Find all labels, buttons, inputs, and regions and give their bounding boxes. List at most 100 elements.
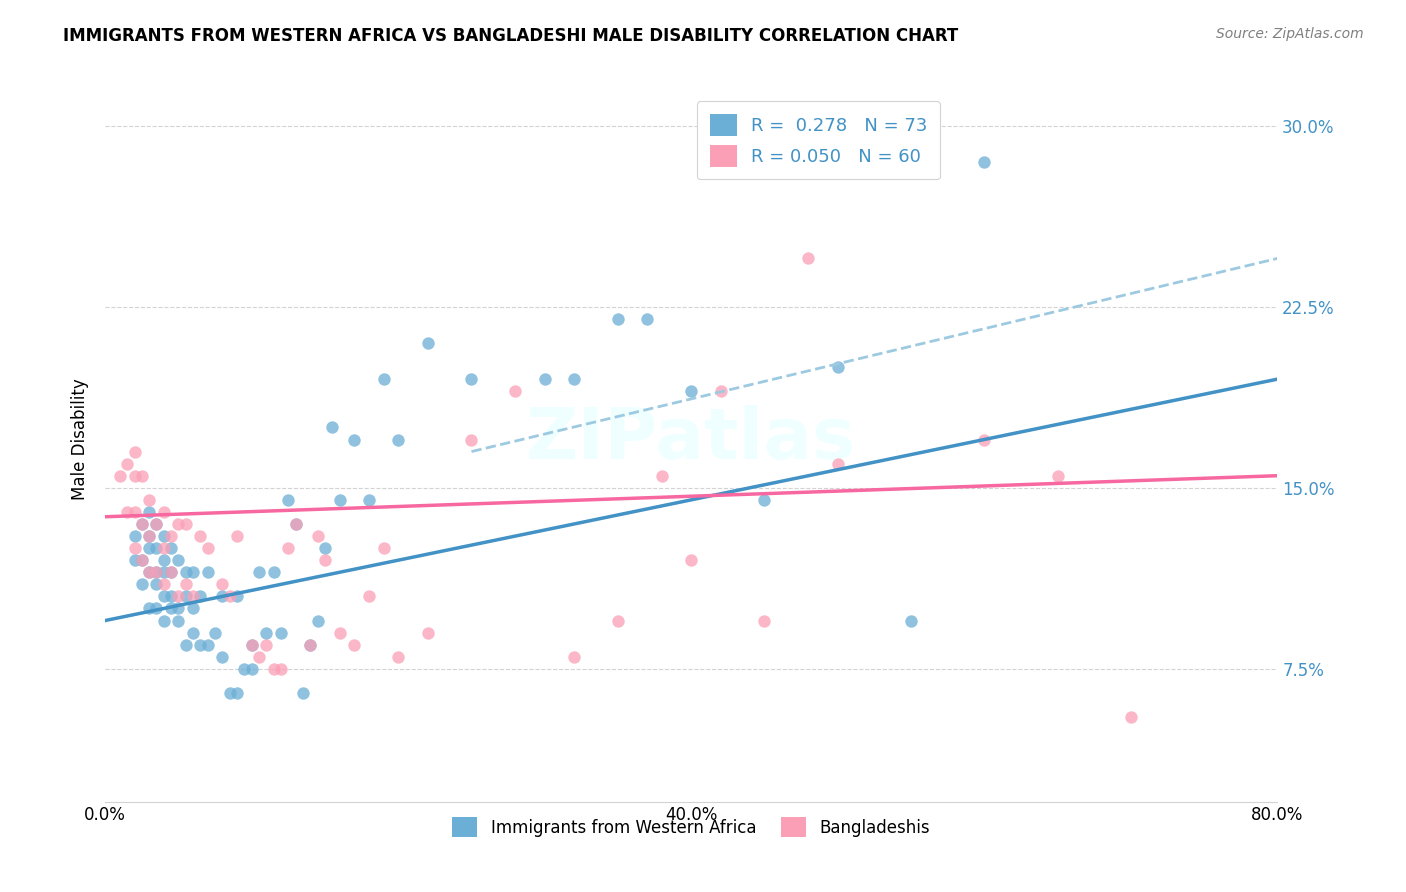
Point <box>460 433 482 447</box>
Point <box>124 541 146 555</box>
Point <box>174 516 197 531</box>
Point <box>145 577 167 591</box>
Point <box>270 625 292 640</box>
Point <box>160 590 183 604</box>
Point <box>505 384 527 399</box>
Point <box>145 566 167 580</box>
Point <box>307 614 329 628</box>
Point <box>416 625 439 640</box>
Point <box>387 649 409 664</box>
Point <box>329 625 352 640</box>
Point <box>115 457 138 471</box>
Point <box>197 566 219 580</box>
Point <box>533 372 555 386</box>
Point <box>226 590 249 604</box>
Point <box>299 638 322 652</box>
Point <box>651 468 673 483</box>
Point <box>460 372 482 386</box>
Point <box>197 638 219 652</box>
Point <box>254 625 277 640</box>
Point <box>153 577 176 591</box>
Point <box>284 516 307 531</box>
Point <box>115 505 138 519</box>
Point <box>160 529 183 543</box>
Point <box>138 601 160 615</box>
Point <box>131 516 153 531</box>
Point <box>204 625 226 640</box>
Point <box>181 601 204 615</box>
Point <box>226 686 249 700</box>
Point <box>181 566 204 580</box>
Point <box>108 468 131 483</box>
Point <box>357 492 380 507</box>
Point <box>153 541 176 555</box>
Point <box>197 541 219 555</box>
Point <box>131 577 153 591</box>
Point <box>190 638 212 652</box>
Point <box>174 638 197 652</box>
Point <box>124 529 146 543</box>
Point <box>277 492 299 507</box>
Point <box>211 590 233 604</box>
Point <box>254 638 277 652</box>
Point <box>145 601 167 615</box>
Point <box>167 553 190 567</box>
Point <box>181 590 204 604</box>
Point <box>357 590 380 604</box>
Point <box>797 252 820 266</box>
Text: IMMIGRANTS FROM WESTERN AFRICA VS BANGLADESHI MALE DISABILITY CORRELATION CHART: IMMIGRANTS FROM WESTERN AFRICA VS BANGLA… <box>63 27 959 45</box>
Point <box>138 492 160 507</box>
Point <box>263 662 285 676</box>
Point <box>145 516 167 531</box>
Point <box>387 433 409 447</box>
Point <box>1046 468 1069 483</box>
Point <box>607 311 630 326</box>
Point <box>270 662 292 676</box>
Point <box>709 384 731 399</box>
Point <box>211 649 233 664</box>
Point <box>153 590 176 604</box>
Point <box>754 614 776 628</box>
Point <box>138 505 160 519</box>
Point <box>562 649 585 664</box>
Point <box>226 529 249 543</box>
Point <box>131 468 153 483</box>
Point <box>307 529 329 543</box>
Point <box>416 335 439 350</box>
Point <box>314 553 336 567</box>
Point <box>218 590 240 604</box>
Point <box>138 566 160 580</box>
Point <box>160 566 183 580</box>
Point <box>292 686 315 700</box>
Point <box>145 566 167 580</box>
Point <box>167 590 190 604</box>
Point <box>160 601 183 615</box>
Point <box>562 372 585 386</box>
Point <box>174 577 197 591</box>
Point <box>145 516 167 531</box>
Point <box>973 155 995 169</box>
Point <box>343 433 366 447</box>
Point <box>247 649 270 664</box>
Text: Source: ZipAtlas.com: Source: ZipAtlas.com <box>1216 27 1364 41</box>
Legend: Immigrants from Western Africa, Bangladeshis: Immigrants from Western Africa, Banglade… <box>446 810 936 844</box>
Point <box>145 541 167 555</box>
Point <box>827 457 849 471</box>
Point <box>153 614 176 628</box>
Point <box>167 614 190 628</box>
Point <box>190 590 212 604</box>
Point <box>900 143 922 157</box>
Point <box>190 529 212 543</box>
Text: ZIPatlas: ZIPatlas <box>526 405 856 474</box>
Point <box>299 638 322 652</box>
Point <box>754 492 776 507</box>
Point <box>681 553 703 567</box>
Point <box>160 566 183 580</box>
Point <box>153 529 176 543</box>
Point <box>263 566 285 580</box>
Point <box>636 311 658 326</box>
Point <box>321 420 343 434</box>
Point <box>124 505 146 519</box>
Point <box>1119 710 1142 724</box>
Point <box>124 444 146 458</box>
